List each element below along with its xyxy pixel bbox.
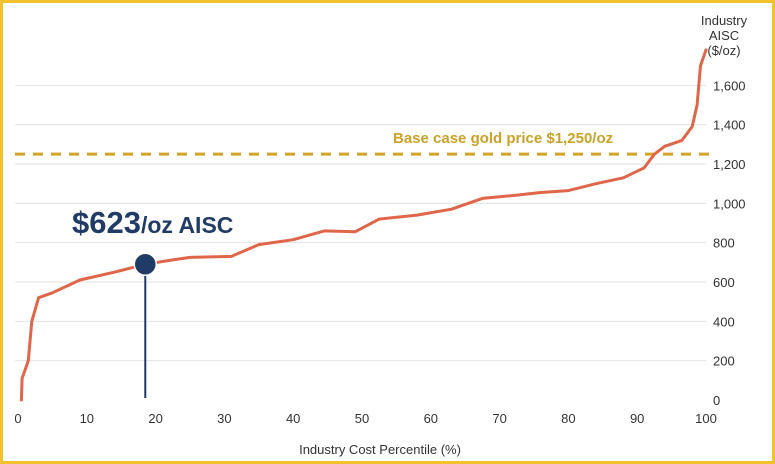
y-tick-labels: 0 200 400 600 800 1,000 1,200 1,400 1,600 <box>713 78 746 408</box>
y-tick-label-1200: 1,200 <box>713 157 746 172</box>
x-tick-label-10: 10 <box>80 411 94 426</box>
y-tick-label-200: 200 <box>713 354 735 369</box>
x-tick-label-60: 60 <box>424 411 438 426</box>
x-tick-label-0: 0 <box>14 411 21 426</box>
x-tick-labels: 0 10 20 30 40 50 60 70 80 90 100 <box>14 411 716 426</box>
y-axis-title-line-3: ($/oz) <box>707 43 740 58</box>
x-tick-label-30: 30 <box>217 411 231 426</box>
callout-value: $623 <box>72 205 141 240</box>
x-axis-title: Industry Cost Percentile (%) <box>299 442 461 457</box>
y-tick-label-400: 400 <box>713 314 735 329</box>
callout-marker <box>133 252 158 277</box>
series-line-1 <box>19 48 708 402</box>
x-tick-label-50: 50 <box>355 411 369 426</box>
reference-line-group: Base case gold price $1,250/oz <box>15 130 709 156</box>
x-tick-label-100: 100 <box>695 411 717 426</box>
x-tick-label-70: 70 <box>492 411 506 426</box>
gridlines <box>15 84 706 362</box>
series-group <box>19 48 708 402</box>
y-tick-label-600: 600 <box>713 275 735 290</box>
y-tick-label-1600: 1,600 <box>713 78 746 93</box>
axis-titles: Industry Cost Percentile (%) IndustryAISC… <box>299 13 748 457</box>
callout-unit: /oz AISC <box>141 212 233 238</box>
y-axis-title-line-2: AISC <box>709 28 739 43</box>
x-tick-label-90: 90 <box>630 411 644 426</box>
reference-line-label: Base case gold price $1,250/oz <box>393 130 613 147</box>
y-tick-label-1400: 1,400 <box>713 118 746 133</box>
callout-group: $623/oz AISC <box>72 205 233 398</box>
y-tick-label-1000: 1,000 <box>713 196 746 211</box>
y-tick-label-800: 800 <box>713 236 735 251</box>
x-tick-label-20: 20 <box>148 411 162 426</box>
callout-label: $623/oz AISC <box>72 205 233 240</box>
y-tick-label-0: 0 <box>713 393 720 408</box>
x-tick-label-80: 80 <box>561 411 575 426</box>
y-axis-title-line-1: Industry <box>701 13 748 28</box>
x-tick-label-40: 40 <box>286 411 300 426</box>
